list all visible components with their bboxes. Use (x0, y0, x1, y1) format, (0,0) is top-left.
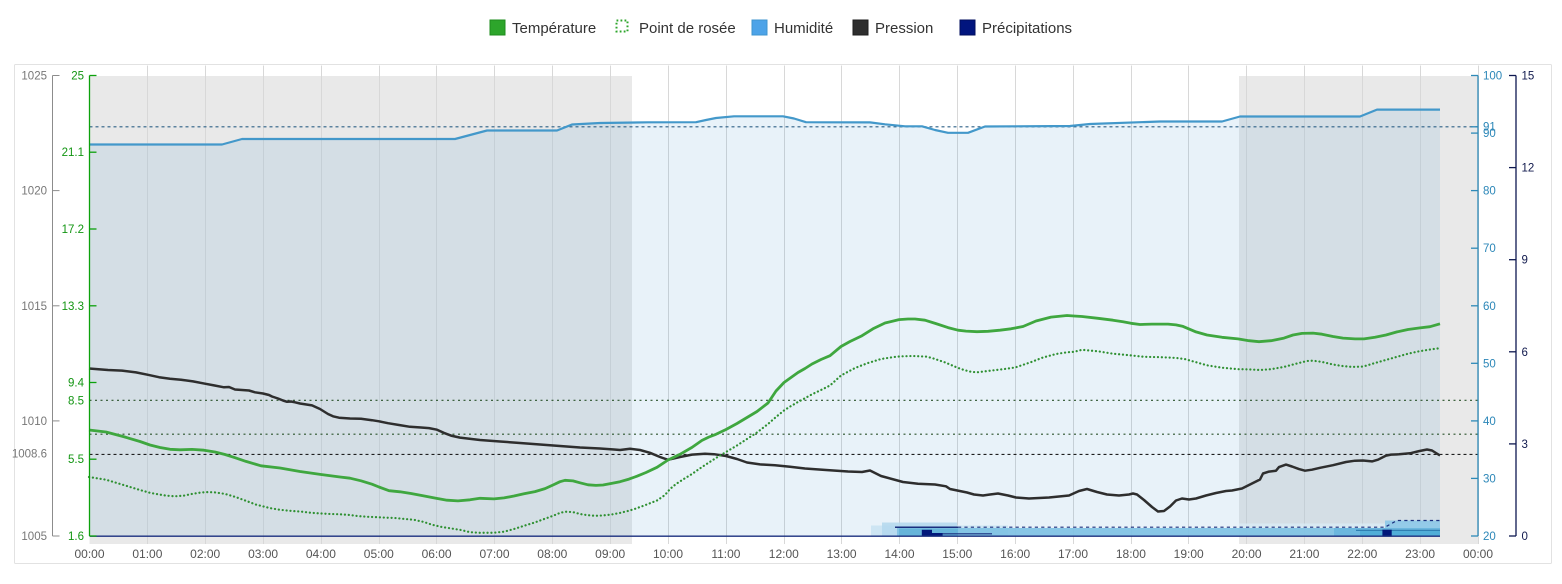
svg-text:3: 3 (1522, 439, 1528, 451)
svg-text:17.2: 17.2 (62, 224, 84, 236)
svg-text:1008.6: 1008.6 (12, 449, 47, 461)
svg-text:00:00: 00:00 (74, 547, 104, 561)
svg-text:9.4: 9.4 (68, 378, 85, 390)
svg-text:13.3: 13.3 (62, 301, 84, 313)
svg-text:6: 6 (1522, 347, 1528, 359)
svg-text:100: 100 (1483, 71, 1502, 83)
svg-text:12:00: 12:00 (769, 547, 799, 561)
svg-text:80: 80 (1483, 186, 1496, 198)
svg-text:1.6: 1.6 (68, 531, 84, 543)
svg-text:03:00: 03:00 (248, 547, 278, 561)
svg-text:00:00: 00:00 (1463, 547, 1493, 561)
svg-text:21.1: 21.1 (62, 147, 84, 159)
svg-text:1025: 1025 (21, 71, 47, 83)
svg-text:01:00: 01:00 (132, 547, 162, 561)
svg-text:22:00: 22:00 (1347, 547, 1377, 561)
svg-text:1005: 1005 (21, 531, 47, 543)
svg-text:25: 25 (71, 71, 84, 83)
svg-text:05:00: 05:00 (364, 547, 394, 561)
svg-text:17:00: 17:00 (1058, 547, 1088, 561)
svg-text:16:00: 16:00 (1000, 547, 1030, 561)
svg-text:1015: 1015 (21, 301, 47, 313)
svg-text:90: 90 (1483, 128, 1496, 140)
svg-text:20: 20 (1483, 531, 1496, 543)
svg-text:15: 15 (1522, 71, 1535, 83)
svg-text:08:00: 08:00 (537, 547, 567, 561)
svg-text:30: 30 (1483, 473, 1496, 485)
svg-text:02:00: 02:00 (190, 547, 220, 561)
svg-text:09:00: 09:00 (595, 547, 625, 561)
svg-text:11:00: 11:00 (711, 547, 740, 561)
svg-text:Température: Température (512, 20, 596, 37)
svg-text:70: 70 (1483, 243, 1496, 255)
svg-text:13:00: 13:00 (827, 547, 857, 561)
svg-text:60: 60 (1483, 301, 1496, 313)
svg-text:1020: 1020 (21, 186, 47, 198)
svg-text:50: 50 (1483, 358, 1496, 370)
svg-text:21:00: 21:00 (1289, 547, 1319, 561)
svg-text:04:00: 04:00 (306, 547, 336, 561)
svg-text:91: 91 (1483, 121, 1496, 133)
svg-text:0: 0 (1522, 531, 1528, 543)
svg-text:20:00: 20:00 (1232, 547, 1262, 561)
svg-text:Précipitations: Précipitations (982, 20, 1072, 37)
svg-text:06:00: 06:00 (422, 547, 452, 561)
svg-text:23:00: 23:00 (1405, 547, 1435, 561)
svg-text:9: 9 (1522, 255, 1528, 267)
svg-text:40: 40 (1483, 416, 1496, 428)
svg-text:14:00: 14:00 (884, 547, 914, 561)
svg-text:07:00: 07:00 (479, 547, 509, 561)
svg-text:15:00: 15:00 (942, 547, 972, 561)
svg-text:8.5: 8.5 (68, 395, 84, 407)
svg-text:Pression: Pression (875, 20, 933, 37)
svg-text:19:00: 19:00 (1174, 547, 1204, 561)
svg-text:12: 12 (1522, 163, 1535, 175)
svg-text:1010: 1010 (21, 416, 47, 428)
svg-text:Humidité: Humidité (774, 20, 833, 37)
svg-text:Point de rosée: Point de rosée (639, 20, 736, 37)
svg-text:5.5: 5.5 (68, 454, 84, 466)
svg-text:18:00: 18:00 (1116, 547, 1146, 561)
svg-text:10:00: 10:00 (653, 547, 683, 561)
